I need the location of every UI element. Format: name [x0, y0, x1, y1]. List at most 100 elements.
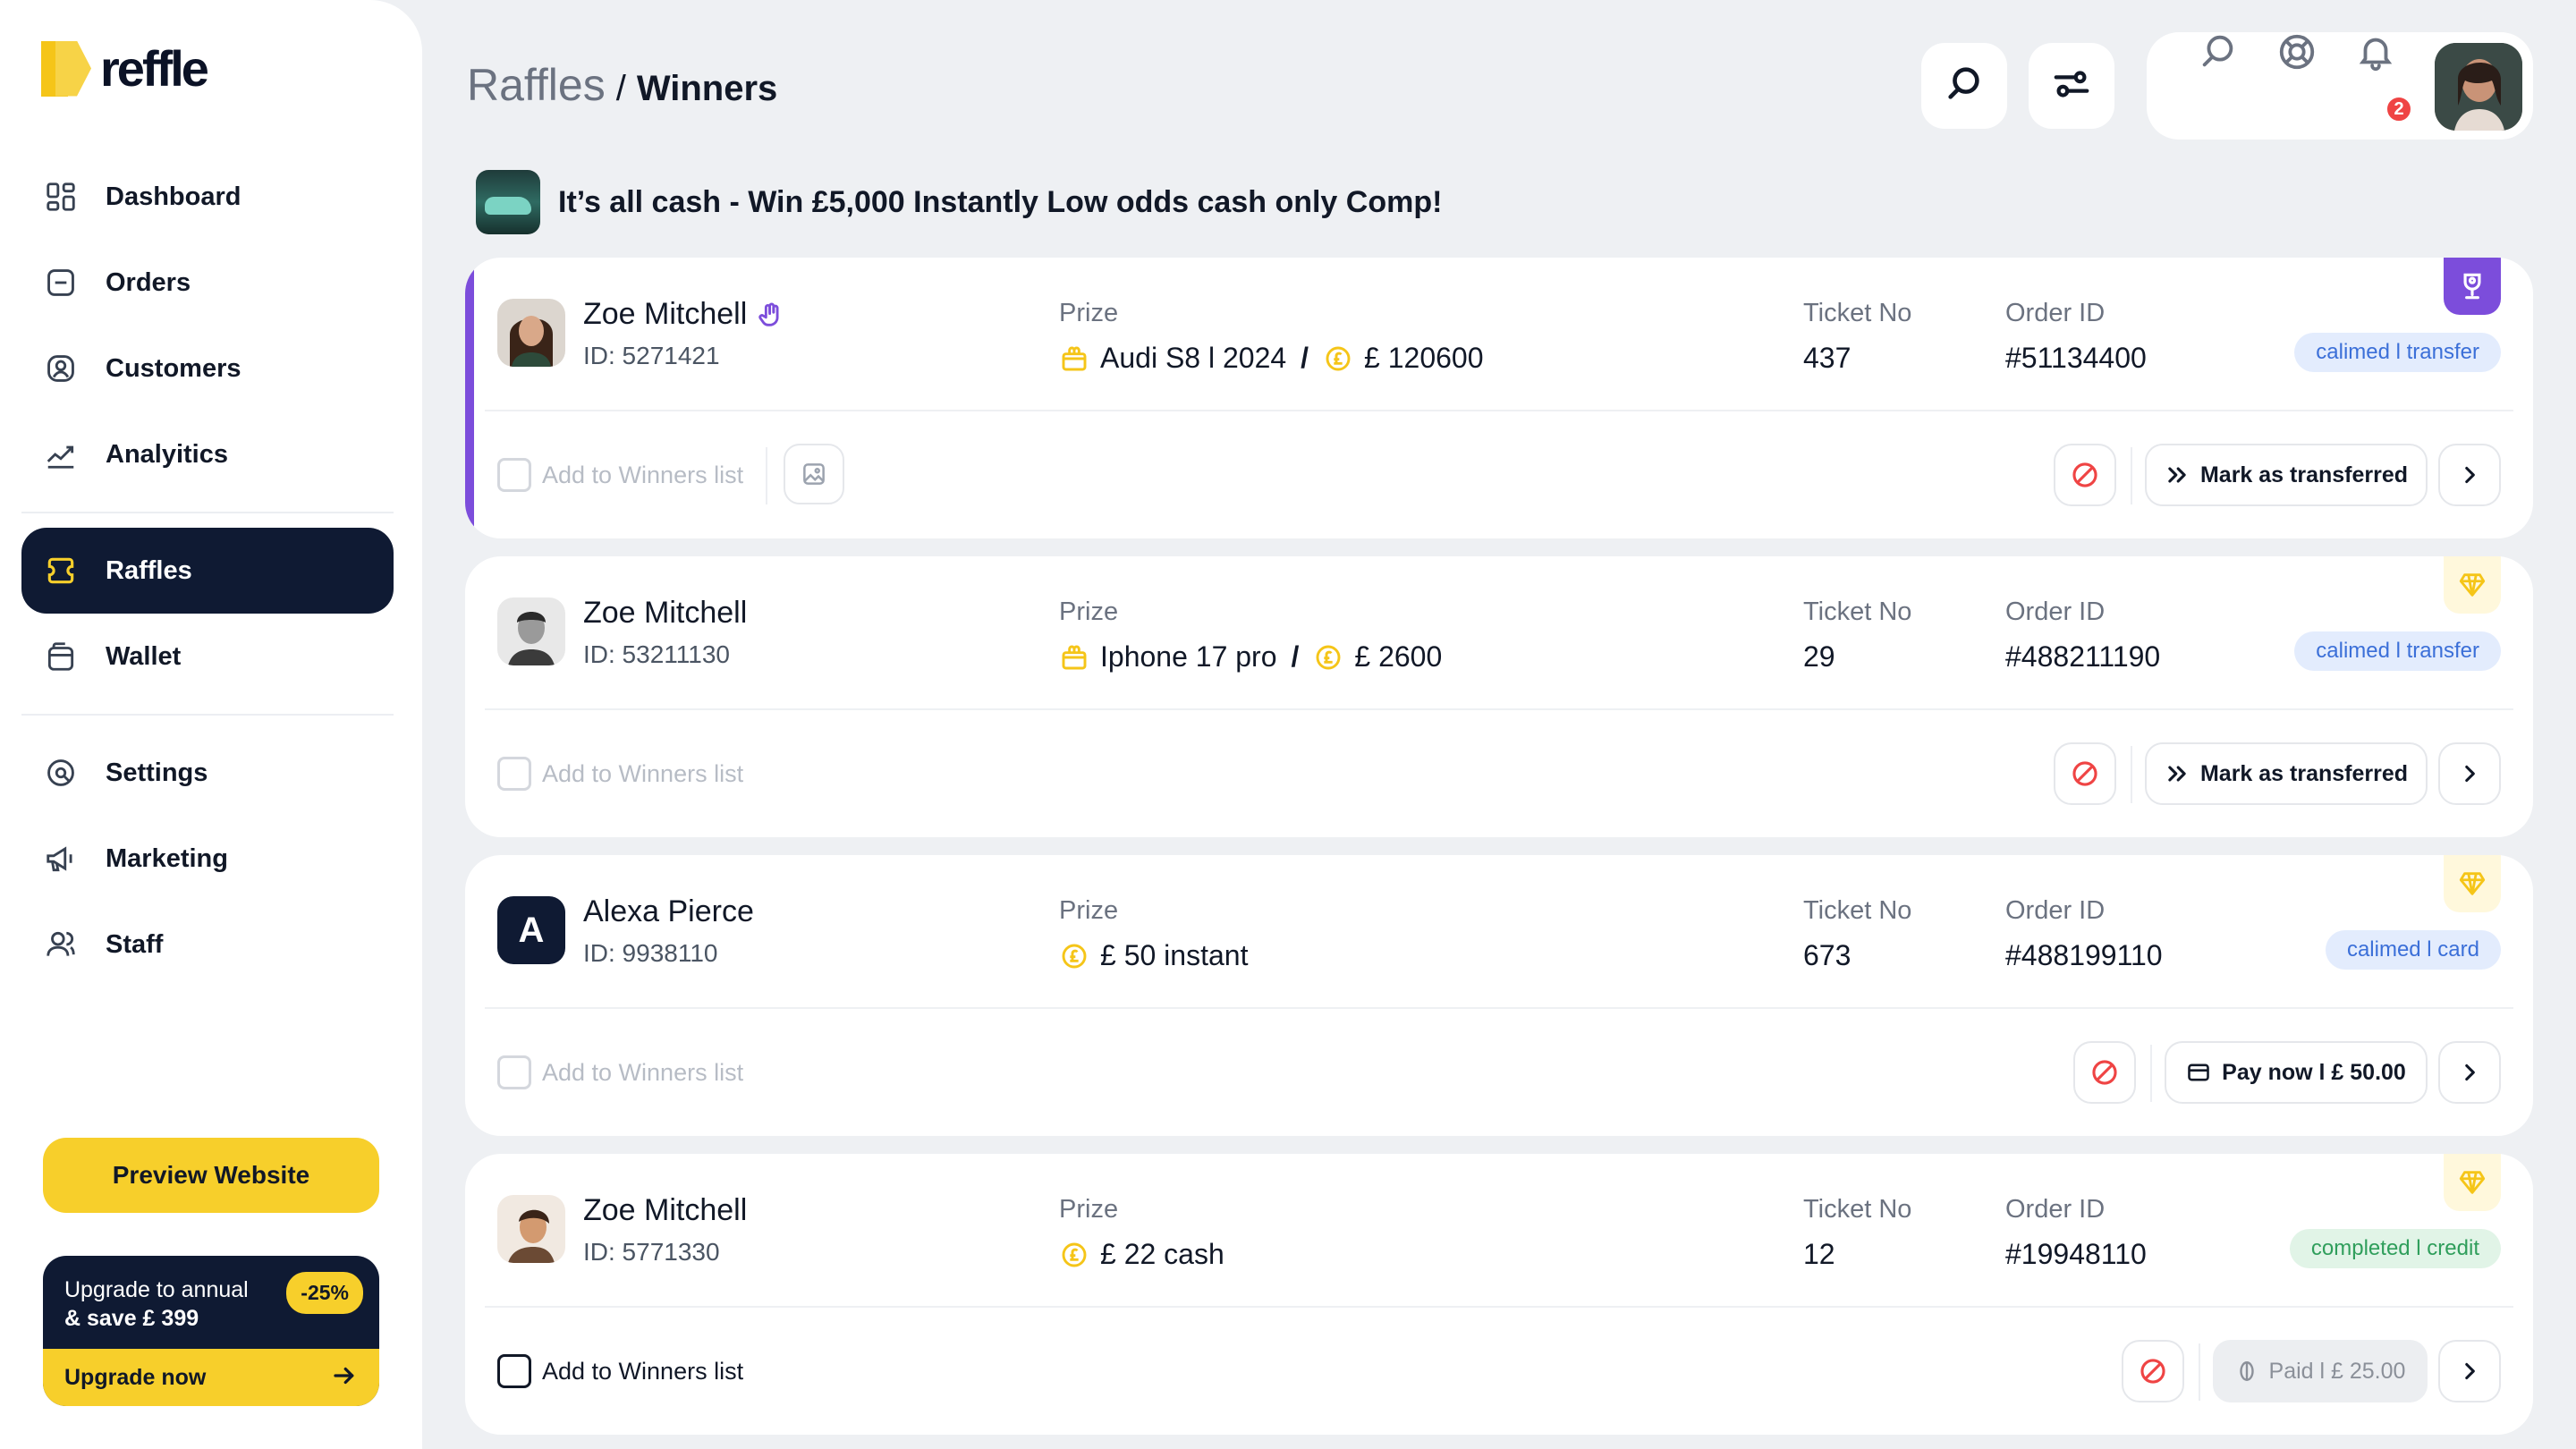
- brand-logo[interactable]: reffle: [41, 39, 209, 97]
- pound-coin-icon: [1059, 1240, 1089, 1270]
- pound-coin-icon: [1059, 941, 1089, 971]
- order-id: #488211190: [2005, 640, 2161, 673]
- reject-button[interactable]: [2054, 742, 2116, 805]
- order-id: #488199110: [2005, 939, 2163, 971]
- reject-button[interactable]: [2122, 1340, 2184, 1402]
- order-label: Order ID: [2005, 299, 2106, 327]
- sidebar: reffle Dashboard Orders Customers Analyi…: [0, 0, 422, 1449]
- open-details-button[interactable]: [2438, 444, 2501, 506]
- status-badge: calimed l transfer: [2294, 631, 2501, 671]
- dashboard-icon: [43, 179, 79, 215]
- sidebar-item-analytics[interactable]: Analyitics: [21, 411, 394, 497]
- upgrade-line-2: & save £ 399: [64, 1306, 199, 1331]
- breadcrumb-root[interactable]: Raffles: [467, 60, 606, 110]
- pound-coin-icon: [1313, 642, 1343, 673]
- winner-id: ID: 5771330: [583, 1238, 720, 1266]
- sidebar-item-raffles[interactable]: Raffles: [21, 528, 394, 614]
- add-to-winners-checkbox[interactable]: Add to Winners list: [497, 1354, 743, 1388]
- sidebar-item-dashboard[interactable]: Dashboard: [21, 154, 394, 240]
- sidebar-item-label: Wallet: [106, 641, 182, 671]
- status-badge: calimed l transfer: [2294, 333, 2501, 372]
- checkbox-box[interactable]: [497, 458, 531, 492]
- card-divider: [485, 410, 2513, 411]
- prize-value: Iphone 17 pro / £ 2600: [1059, 640, 1442, 674]
- sidebar-item-customers[interactable]: Customers: [21, 326, 394, 411]
- open-details-button[interactable]: [2438, 742, 2501, 805]
- card-divider: [485, 708, 2513, 710]
- help-button[interactable]: [2275, 32, 2318, 75]
- upgrade-card: Upgrade to annual & save £ 399 -25% Upgr…: [43, 1256, 379, 1406]
- sidebar-item-settings[interactable]: Settings: [21, 730, 394, 816]
- checkbox-box[interactable]: [497, 1055, 531, 1089]
- sidebar-item-wallet[interactable]: Wallet: [21, 614, 394, 699]
- wallet-icon: [43, 639, 79, 674]
- double-chevron-right-icon: [2165, 761, 2190, 786]
- ticket-label: Ticket No: [1803, 896, 1912, 925]
- winner-id: ID: 53211130: [583, 640, 730, 668]
- winner-avatar: [497, 299, 565, 367]
- sidebar-item-marketing[interactable]: Marketing: [21, 816, 394, 902]
- open-details-button[interactable]: [2438, 1340, 2501, 1402]
- mark-as-transferred-button[interactable]: Mark as transferred: [2145, 444, 2428, 506]
- reject-button[interactable]: [2054, 444, 2116, 506]
- notifications-button[interactable]: [2354, 32, 2397, 75]
- sidebar-item-label: Staff: [106, 929, 164, 959]
- sidebar-item-label: Orders: [106, 267, 191, 297]
- upgrade-now-button[interactable]: Upgrade now: [43, 1349, 379, 1406]
- prize-separator: /: [1301, 342, 1309, 374]
- prize-cash: £ 22 cash: [1100, 1238, 1224, 1270]
- gift-icon: [1059, 343, 1089, 374]
- winner-avatar: [497, 597, 565, 665]
- ticket-number: 29: [1803, 640, 1835, 673]
- add-to-winners-checkbox[interactable]: Add to Winners list: [497, 458, 743, 492]
- prize-label: Prize: [1059, 597, 1119, 626]
- action-label: Mark as transferred: [2199, 462, 2409, 487]
- order-id: #19948110: [2005, 1238, 2147, 1270]
- prize-label: Prize: [1059, 299, 1119, 327]
- notification-count-badge: 2: [2385, 95, 2413, 123]
- staff-icon: [43, 927, 79, 962]
- orders-icon: [43, 265, 79, 301]
- checkbox-box[interactable]: [497, 1354, 531, 1388]
- diamond-badge: [2444, 855, 2501, 912]
- upload-image-button[interactable]: [784, 444, 844, 504]
- selected-accent-bar: [465, 258, 474, 538]
- checkbox-box[interactable]: [497, 757, 531, 791]
- raffles-icon: [43, 553, 79, 589]
- arrow-right-icon: [331, 1362, 358, 1394]
- diamond-badge: [2444, 1154, 2501, 1211]
- bell-icon: [2355, 31, 2396, 77]
- header-search-button[interactable]: [2197, 32, 2240, 75]
- sidebar-item-orders[interactable]: Orders: [21, 240, 394, 326]
- user-avatar[interactable]: [2435, 43, 2522, 131]
- reject-button[interactable]: [2073, 1041, 2136, 1104]
- mark-as-transferred-button[interactable]: Mark as transferred: [2145, 742, 2428, 805]
- pay-now-button[interactable]: Pay now l £ 50.00: [2165, 1041, 2428, 1104]
- status-badge: completed l credit: [2289, 1229, 2501, 1268]
- prize-value: Audi S8 l 2024 / £ 120600: [1059, 342, 1484, 375]
- upgrade-line-1: Upgrade to annual: [64, 1277, 249, 1302]
- credit-card-icon: [2186, 1060, 2211, 1085]
- coin-icon: [2235, 1360, 2258, 1383]
- vertical-separator: [2131, 746, 2132, 803]
- preview-website-button[interactable]: Preview Website: [43, 1138, 379, 1213]
- sidebar-item-label: Marketing: [106, 843, 228, 873]
- competition-header: It’s all cash - Win £5,000 Instantly Low…: [476, 170, 1442, 234]
- search-button[interactable]: [1921, 43, 2007, 129]
- breadcrumb-separator: /: [615, 69, 626, 108]
- sidebar-item-staff[interactable]: Staff: [21, 902, 394, 987]
- winner-name: Alexa Pierce: [583, 894, 754, 928]
- filter-button[interactable]: [2029, 43, 2114, 129]
- action-label: Mark as transferred: [2199, 760, 2409, 786]
- open-details-button[interactable]: [2438, 1041, 2501, 1104]
- customers-icon: [43, 351, 79, 386]
- nav-divider: [21, 512, 394, 513]
- vertical-separator: [766, 447, 767, 504]
- search-icon: [1944, 64, 1985, 109]
- block-icon: [2072, 761, 2097, 786]
- card-divider: [485, 1306, 2513, 1308]
- add-to-winners-checkbox[interactable]: Add to Winners list: [497, 757, 743, 791]
- diamond-icon: [2459, 573, 2486, 597]
- prize-value: £ 22 cash: [1059, 1238, 1224, 1271]
- add-to-winners-checkbox[interactable]: Add to Winners list: [497, 1055, 743, 1089]
